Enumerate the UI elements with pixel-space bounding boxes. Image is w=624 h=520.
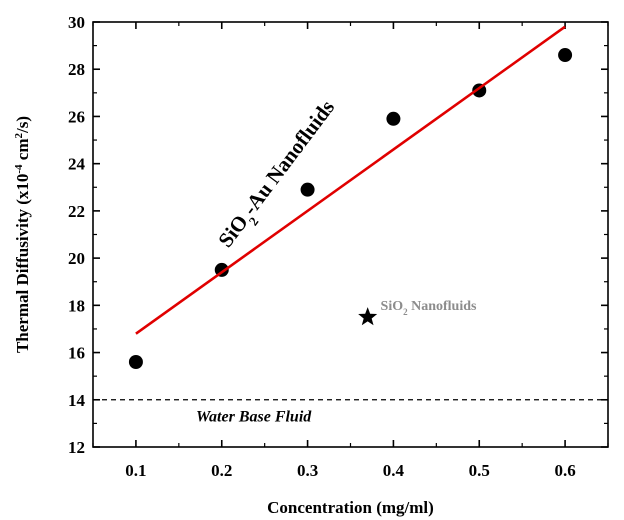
x-tick-label: 0.1 — [125, 461, 146, 480]
y-tick-label: 26 — [68, 107, 85, 126]
y-tick-label: 24 — [68, 155, 86, 174]
y-tick-label: 16 — [68, 344, 85, 363]
x-axis-title: Concentration (mg/ml) — [267, 498, 434, 517]
data-marks — [93, 25, 608, 401]
axes: 0.1 0.2 0.3 0.4 0.5 0.6 12 14 16 18 20 22 24 26 28 30 Co… — [13, 13, 609, 517]
plot-frame — [92, 21, 609, 448]
y-tick-label: 20 — [68, 249, 85, 268]
sio2-star-point — [358, 307, 378, 326]
plot-area — [92, 21, 609, 448]
x-tick-label: 0.6 — [554, 461, 575, 480]
water-base-fluid-label: Water Base Fluid — [196, 409, 312, 426]
y-tick-label: 22 — [68, 202, 85, 221]
data-point — [386, 111, 401, 126]
y-axis-title: Thermal Diffusivity (x10-4 cm2/s) — [13, 116, 32, 353]
x-tick-label: 0.2 — [211, 461, 232, 480]
y-tick-label: 18 — [68, 296, 85, 315]
data-point — [558, 48, 573, 63]
sio2-label: SiO2 Nanofluids — [381, 299, 477, 317]
data-point — [128, 355, 143, 369]
x-tick-label: 0.4 — [383, 461, 405, 480]
x-tick-label: 0.5 — [469, 461, 490, 480]
fit-line — [135, 25, 566, 335]
y-tick-label: 14 — [68, 391, 86, 410]
y-tick-label: 30 — [68, 13, 85, 32]
y-tick-label: 28 — [68, 60, 85, 79]
data-point — [300, 182, 315, 197]
y-tick-label: 12 — [68, 438, 85, 457]
x-tick-label: 0.3 — [297, 461, 318, 480]
